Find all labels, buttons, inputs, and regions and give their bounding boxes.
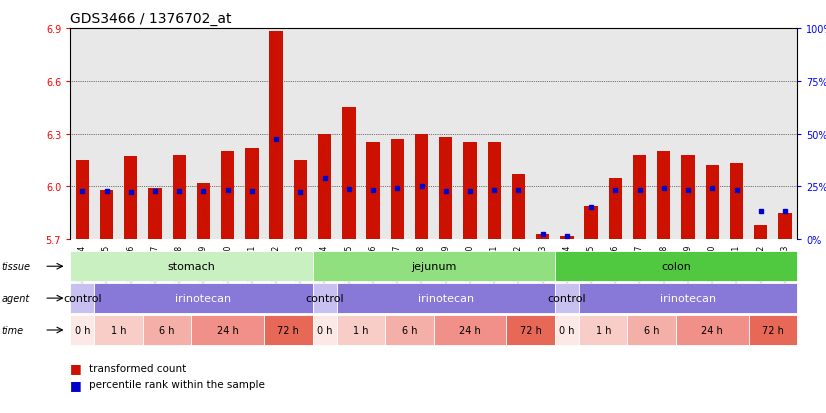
Text: control: control [306, 293, 344, 304]
Bar [633, 155, 646, 240]
Text: tissue: tissue [2, 261, 31, 272]
Bar [294, 161, 307, 240]
Bar [560, 236, 573, 240]
Text: 72 h: 72 h [520, 325, 542, 335]
Text: 72 h: 72 h [278, 325, 299, 335]
Bar [197, 183, 210, 240]
Bar [173, 155, 186, 240]
Text: 24 h: 24 h [701, 325, 723, 335]
Bar [585, 206, 598, 240]
Text: ■: ■ [70, 378, 82, 391]
Bar [609, 178, 622, 240]
Bar [439, 138, 453, 240]
Text: ■: ■ [70, 361, 82, 375]
Bar [391, 140, 404, 240]
Text: percentile rank within the sample: percentile rank within the sample [89, 380, 265, 389]
Bar [657, 152, 671, 240]
Bar [269, 33, 282, 240]
Text: 1 h: 1 h [596, 325, 611, 335]
Text: transformed count: transformed count [89, 363, 187, 373]
Text: 1 h: 1 h [111, 325, 126, 335]
Bar [778, 213, 791, 240]
Text: colon: colon [661, 261, 691, 272]
Bar [487, 143, 501, 240]
Bar [705, 166, 719, 240]
Bar [342, 108, 355, 240]
Bar [463, 143, 477, 240]
Bar [221, 152, 235, 240]
Bar [124, 157, 137, 240]
Bar [730, 164, 743, 240]
Text: 0 h: 0 h [559, 325, 575, 335]
Bar [318, 134, 331, 240]
Text: time: time [2, 325, 24, 335]
Text: 6 h: 6 h [159, 325, 175, 335]
Bar [681, 155, 695, 240]
Bar [245, 148, 259, 240]
Text: GDS3466 / 1376702_at: GDS3466 / 1376702_at [70, 12, 232, 26]
Text: 24 h: 24 h [459, 325, 481, 335]
Bar [76, 161, 89, 240]
Text: jejunum: jejunum [411, 261, 456, 272]
Text: control: control [63, 293, 102, 304]
Text: stomach: stomach [168, 261, 216, 272]
Text: 0 h: 0 h [317, 325, 332, 335]
Text: 24 h: 24 h [217, 325, 239, 335]
Text: irinotecan: irinotecan [175, 293, 231, 304]
Text: 1 h: 1 h [354, 325, 368, 335]
Bar [754, 225, 767, 240]
Text: 0 h: 0 h [74, 325, 90, 335]
Text: control: control [548, 293, 586, 304]
Text: 6 h: 6 h [401, 325, 417, 335]
Bar [415, 134, 428, 240]
Bar [149, 189, 162, 240]
Text: 6 h: 6 h [644, 325, 659, 335]
Text: irinotecan: irinotecan [418, 293, 474, 304]
Bar [536, 234, 549, 240]
Bar [100, 190, 113, 240]
Bar [367, 143, 380, 240]
Bar [512, 175, 525, 240]
Text: irinotecan: irinotecan [660, 293, 716, 304]
Text: 72 h: 72 h [762, 325, 784, 335]
Text: agent: agent [2, 293, 30, 304]
